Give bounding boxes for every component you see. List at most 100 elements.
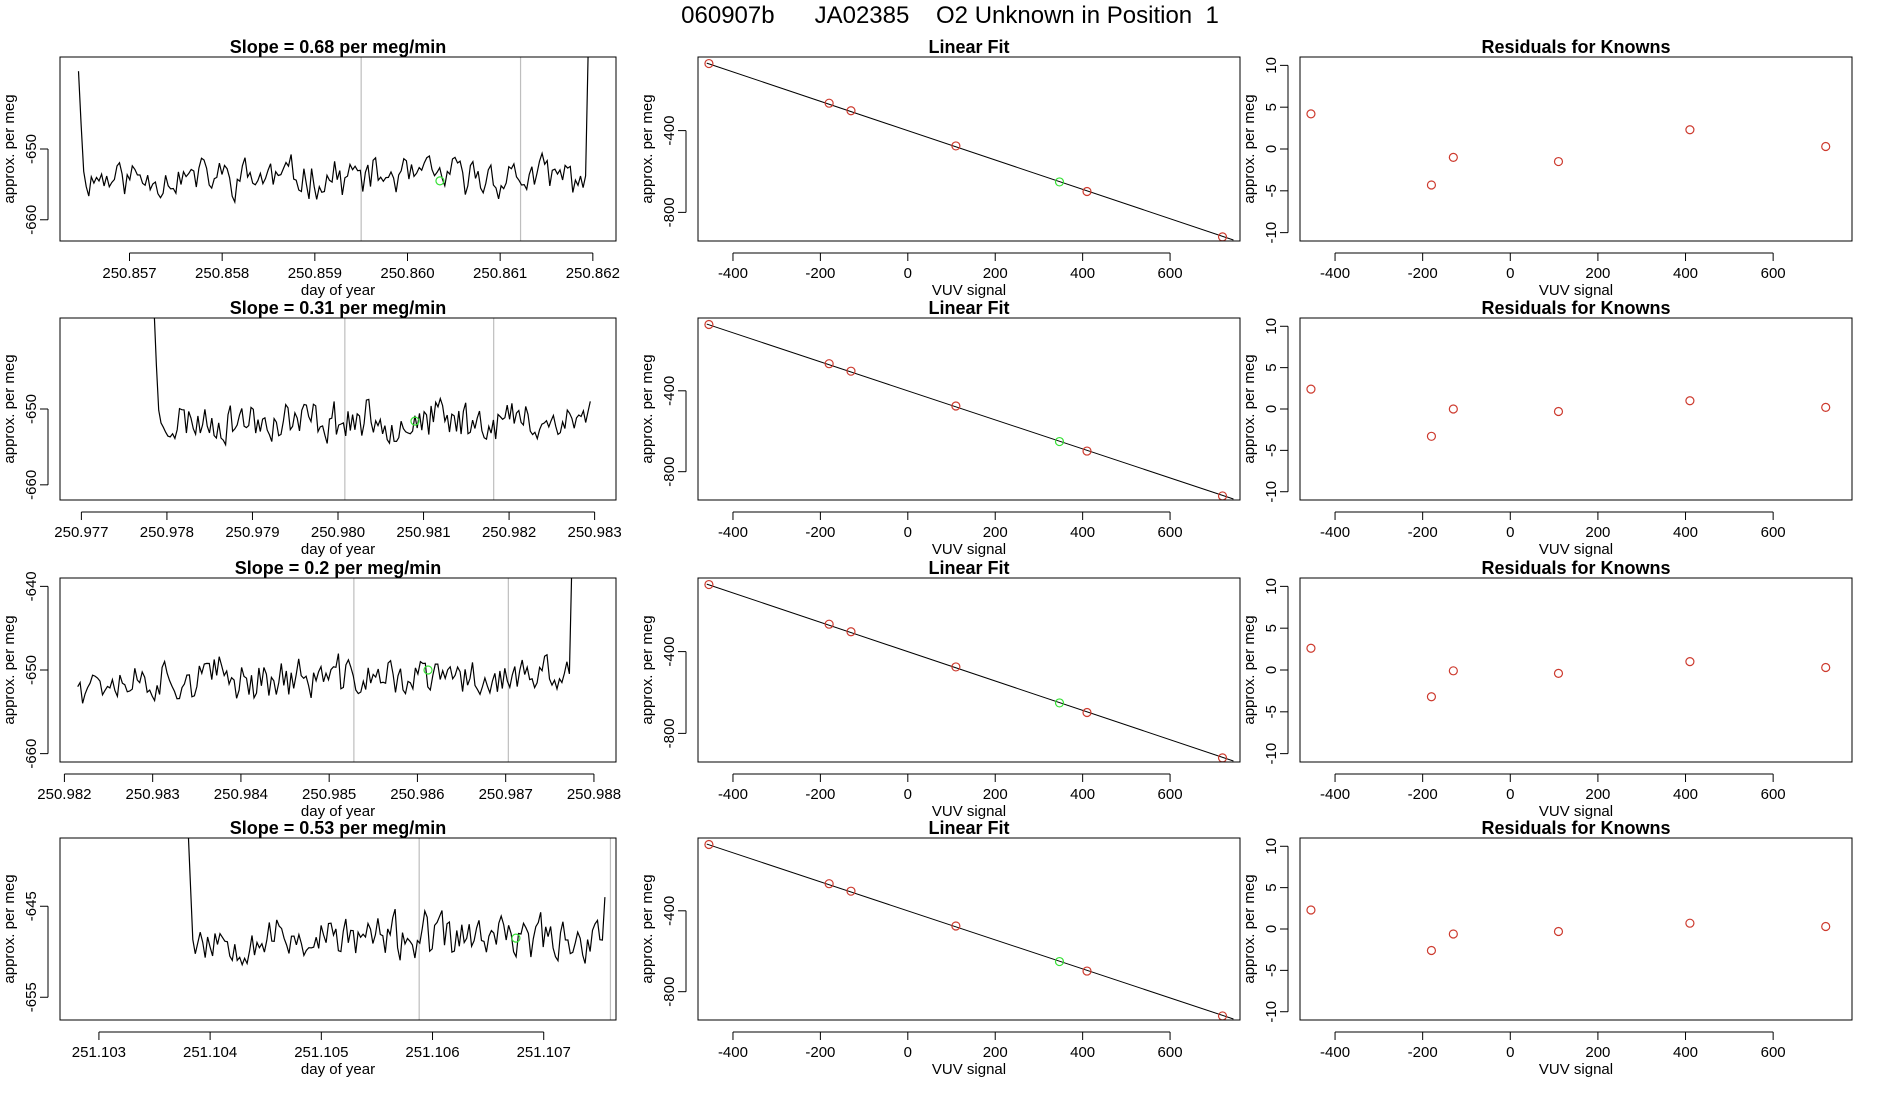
unknown-point [1054,436,1065,447]
x-tick-label: 250.860 [380,265,434,282]
x-tick-label: -400 [718,524,748,541]
x-tick-label: 200 [1585,524,1610,541]
plot-data [187,838,612,1020]
x-tick-label: -200 [805,265,835,282]
x-tick-label: 0 [904,786,912,803]
residuals-panel-1: Residuals for Knowns -400 -200 0 200 400 600 VU… [1241,298,1853,558]
y-tick-label: -800 [661,718,678,748]
residual-point [1821,402,1831,412]
x-tick-label: 250.980 [311,524,365,541]
x-tick-label: 400 [1673,786,1698,803]
y-tick-label: -400 [661,637,678,667]
x-tick-label: 600 [1158,1044,1183,1061]
chart-title: Residuals for Knowns [1481,298,1670,318]
y-tick-label: -5 [1263,964,1280,977]
y-tick-label: -10 [1263,1001,1280,1023]
known-point [846,627,856,637]
x-tick-label: 200 [1585,1044,1610,1061]
known-point [704,579,714,590]
x-tick-label: 0 [1506,265,1514,282]
y-tick-label: -5 [1263,705,1280,718]
plot-data [77,57,589,241]
residuals-panel-3: Residuals for Knowns -400 -200 0 200 400 600 VU… [1241,818,1853,1078]
plot-data [704,319,1234,500]
chart-title: Slope = 0.53 per meg/min [230,818,447,838]
y-tick-label: -660 [23,205,40,235]
residual-point [1426,431,1437,441]
y-tick-label: 0 [1263,145,1280,153]
y-tick-label: -10 [1263,743,1280,765]
x-tick-label: 250.988 [567,786,621,803]
x-tick-label: -400 [1320,524,1350,541]
known-point [846,886,856,896]
chart-title: Slope = 0.68 per meg/min [230,37,447,57]
x-tick-label: 400 [1673,265,1698,282]
x-tick-label: 250.978 [140,524,194,541]
x-axis-label: VUV signal [932,1061,1006,1078]
x-tick-label: 250.981 [396,524,450,541]
fit-line [706,583,1234,762]
y-tick-label: 5 [1263,363,1280,371]
residual-point [1685,125,1695,135]
known-point [951,662,961,672]
plot-box [1299,56,1853,242]
series-line [77,57,589,205]
series-line [187,838,606,967]
y-tick-label: -400 [661,116,678,146]
x-tick-label: -400 [718,786,748,803]
x-tick-label: 400 [1070,524,1095,541]
series-line [153,318,591,447]
plot-box [59,837,617,1021]
unknown-point [1054,698,1065,708]
x-tick-label: 250.984 [214,786,268,803]
x-tick-label: 0 [1506,524,1514,541]
x-tick-label: 250.862 [566,265,620,282]
linear_fit-panel-1: Linear Fit -400 -200 0 200 400 600 VUV signal -4… [639,298,1241,558]
x-tick-label: 200 [1585,786,1610,803]
residual-point [1685,396,1695,406]
y-axis-label: approx. per meg [639,874,656,983]
x-axis-label: VUV signal [1539,541,1613,558]
x-axis-label: day of year [301,541,375,558]
y-axis-label: approx. per meg [1,615,18,724]
residual-point [1426,945,1437,956]
x-tick-label: 400 [1070,265,1095,282]
y-tick-label: -655 [23,982,40,1012]
y-tick-label: 10 [1263,318,1280,335]
y-axis-label: approx. per meg [1241,94,1258,203]
plot-box [697,56,1241,242]
chart-title: Residuals for Knowns [1481,818,1670,838]
x-tick-label: 250.979 [225,524,279,541]
x-tick-label: 0 [1506,786,1514,803]
known-point [1082,966,1092,976]
y-axis-label: approx. per meg [1241,615,1258,724]
x-tick-label: 600 [1761,524,1786,541]
x-axis-label: day of year [301,282,375,299]
y-tick-label: 5 [1263,883,1280,891]
y-axis-label: approx. per meg [1241,874,1258,983]
residual-point [1553,156,1564,167]
residual-point [1553,668,1564,678]
y-tick-label: 10 [1263,57,1280,74]
known-point [704,319,714,330]
plot-data [704,58,1234,241]
x-tick-label: 250.985 [302,786,356,803]
residual-point [1448,404,1458,414]
x-axis-label: VUV signal [932,282,1006,299]
x-axis-label: VUV signal [1539,1061,1613,1078]
x-tick-label: 600 [1761,786,1786,803]
x-tick-label: 251.105 [294,1044,348,1061]
residual-point [1448,152,1458,162]
known-point [1082,707,1092,718]
y-tick-label: 0 [1263,666,1280,674]
fit-line [706,323,1234,500]
residual-point [1306,109,1316,119]
residual-point [1306,384,1316,394]
x-axis-label: day of year [301,803,375,820]
known-point [951,401,961,411]
y-tick-label: -10 [1263,222,1280,244]
unknown-point [435,176,445,186]
x-tick-label: -200 [1408,1044,1438,1061]
x-tick-label: 0 [904,265,912,282]
y-axis-label: approx. per meg [639,354,656,463]
